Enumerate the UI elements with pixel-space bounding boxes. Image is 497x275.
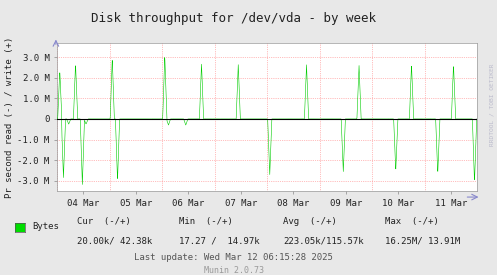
Text: Cur  (-/+): Cur (-/+): [77, 217, 131, 226]
Text: Munin 2.0.73: Munin 2.0.73: [204, 266, 263, 274]
Text: Avg  (-/+): Avg (-/+): [283, 217, 337, 226]
Text: 20.00k/ 42.38k: 20.00k/ 42.38k: [77, 236, 152, 245]
Text: Bytes: Bytes: [32, 222, 59, 231]
Text: RRDTOOL / TOBI OETIKER: RRDTOOL / TOBI OETIKER: [490, 63, 495, 146]
Text: 16.25M/ 13.91M: 16.25M/ 13.91M: [385, 236, 460, 245]
Y-axis label: Pr second read (-) / write (+): Pr second read (-) / write (+): [5, 36, 14, 197]
Text: Disk throughput for /dev/vda - by week: Disk throughput for /dev/vda - by week: [91, 12, 376, 25]
Text: Min  (-/+): Min (-/+): [179, 217, 233, 226]
Text: 223.05k/115.57k: 223.05k/115.57k: [283, 236, 364, 245]
Text: Last update: Wed Mar 12 06:15:28 2025: Last update: Wed Mar 12 06:15:28 2025: [134, 253, 333, 262]
Text: Max  (-/+): Max (-/+): [385, 217, 439, 226]
Text: 17.27 /  14.97k: 17.27 / 14.97k: [179, 236, 259, 245]
